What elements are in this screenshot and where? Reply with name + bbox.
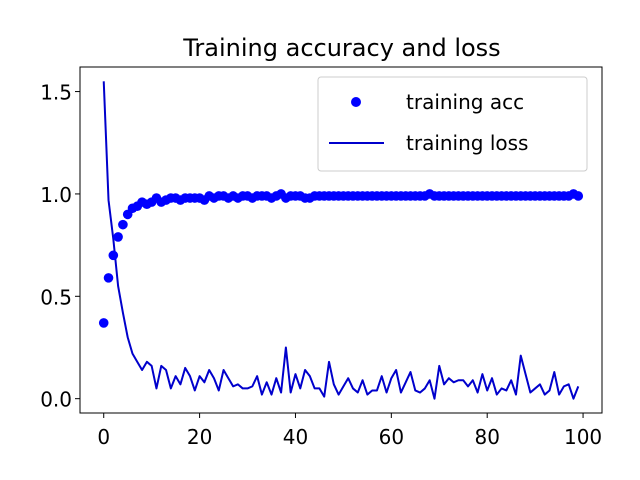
axes-layer — [79, 66, 603, 414]
y-tick-label: 1.5 — [40, 81, 72, 105]
data-point-training-acc — [103, 273, 114, 283]
data-point-training-acc — [108, 250, 119, 261]
plot-frame — [79, 66, 603, 414]
x-tick-label: 80 — [474, 425, 499, 449]
legend-frame — [317, 76, 588, 172]
y-tick-label: 1.0 — [40, 183, 72, 207]
legend-label-training-acc: training acc — [406, 90, 524, 114]
data-point-training-acc — [118, 219, 128, 230]
chart-title: Training accuracy and loss — [182, 34, 500, 62]
x-tick-label: 40 — [283, 425, 308, 449]
series-line-training-loss — [102, 81, 580, 400]
data-point-training-acc — [98, 318, 109, 328]
x-tick-label: 100 — [564, 425, 602, 449]
legend: training acc training loss — [317, 76, 588, 172]
acc-series-layer — [98, 189, 584, 328]
ticks-layer: 0 20 40 60 80 100 0.0 0.5 1.0 1.5 — [40, 81, 602, 449]
loss-series-layer — [102, 81, 580, 400]
x-tick-label: 0 — [97, 425, 110, 449]
data-point-training-acc — [573, 191, 584, 201]
legend-marker-training-acc — [351, 97, 361, 107]
y-tick-label: 0.0 — [40, 388, 72, 412]
x-tick-label: 60 — [379, 425, 404, 449]
x-tick-label: 20 — [187, 425, 212, 449]
data-point-training-acc — [113, 232, 123, 242]
legend-label-training-loss: training loss — [406, 131, 528, 155]
y-tick-label: 0.5 — [40, 285, 72, 309]
